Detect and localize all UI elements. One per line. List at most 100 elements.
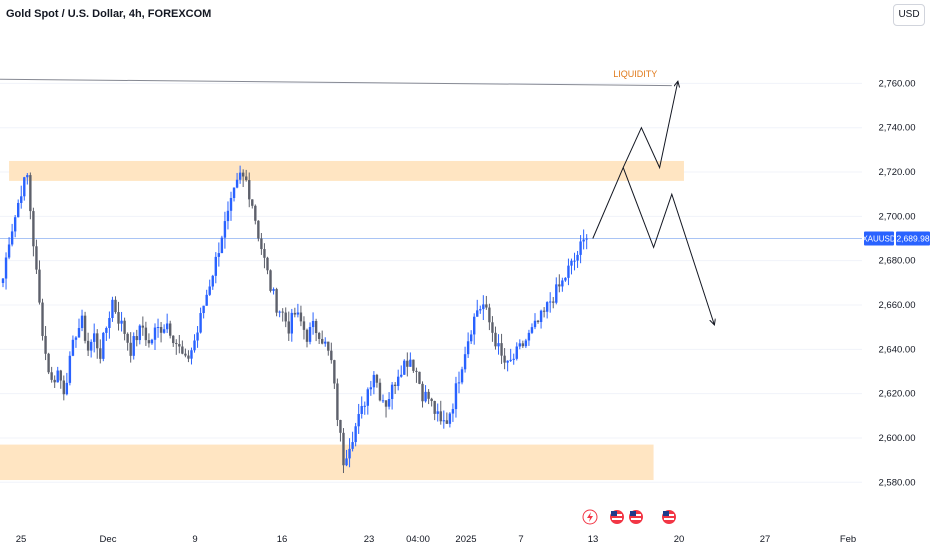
x-tick-label: 04:00 bbox=[406, 534, 430, 545]
candle-body bbox=[1, 278, 5, 283]
candle-body bbox=[485, 304, 488, 308]
candle-body bbox=[327, 341, 330, 351]
candle-body bbox=[539, 310, 543, 323]
candle-body bbox=[503, 355, 506, 363]
y-tick-label: 2,680.00 bbox=[879, 256, 916, 267]
candle-body bbox=[488, 307, 491, 323]
candle-body bbox=[138, 325, 141, 341]
candle-body bbox=[141, 325, 145, 328]
candle-body bbox=[296, 312, 300, 315]
last-price-text: 2,689.98 bbox=[896, 234, 929, 244]
candle-body bbox=[153, 327, 157, 340]
candle-body bbox=[345, 458, 348, 466]
candle-body bbox=[89, 341, 93, 351]
candle-body bbox=[229, 198, 233, 211]
candle-body bbox=[393, 384, 397, 386]
candle-body bbox=[412, 359, 415, 371]
candle-body bbox=[44, 335, 47, 354]
candle-body bbox=[299, 312, 303, 322]
candle-body bbox=[86, 340, 90, 351]
candle-body bbox=[533, 320, 537, 328]
candle-body bbox=[469, 334, 473, 342]
candle-body bbox=[433, 401, 436, 414]
candle-body bbox=[576, 254, 579, 261]
candle-body bbox=[105, 327, 108, 333]
candle-body bbox=[479, 309, 482, 311]
x-tick-label: 13 bbox=[588, 534, 599, 545]
candle-body bbox=[220, 237, 224, 254]
candle-body bbox=[457, 382, 461, 384]
candle-body bbox=[4, 257, 8, 279]
candle-body bbox=[178, 344, 181, 347]
candle-body bbox=[275, 289, 278, 313]
candle-body bbox=[476, 310, 479, 317]
y-tick-label: 2,740.00 bbox=[879, 123, 916, 134]
candle-body bbox=[214, 256, 217, 276]
candle-body bbox=[68, 355, 72, 383]
candle-body bbox=[217, 253, 221, 257]
candle-body bbox=[56, 370, 59, 383]
candle-body bbox=[281, 311, 284, 313]
candle-body bbox=[129, 342, 132, 356]
candle-body bbox=[366, 389, 369, 406]
candle-body bbox=[582, 239, 585, 242]
candle-body bbox=[415, 370, 418, 372]
candle-body bbox=[549, 301, 552, 303]
candle-body bbox=[120, 320, 123, 324]
candle-body bbox=[35, 246, 38, 270]
candle-body bbox=[354, 426, 357, 443]
candle-body bbox=[542, 310, 546, 312]
candle-body bbox=[308, 327, 312, 342]
candle-body bbox=[293, 312, 297, 315]
candle-body bbox=[515, 346, 518, 359]
candle-body bbox=[10, 231, 14, 245]
candle-body bbox=[442, 420, 445, 422]
liquidity-trendline bbox=[0, 78, 672, 87]
candle-body bbox=[521, 343, 525, 347]
candle-body bbox=[99, 348, 102, 359]
candle-body bbox=[172, 335, 175, 344]
candle-body bbox=[454, 383, 458, 410]
candle-body bbox=[80, 315, 84, 329]
candle-body bbox=[445, 420, 449, 424]
flag-stripe bbox=[612, 518, 622, 520]
candle-body bbox=[406, 360, 409, 367]
candle-body bbox=[208, 286, 211, 295]
candle-body bbox=[564, 277, 567, 281]
flag-stripe bbox=[631, 518, 641, 520]
y-tick-label: 2,580.00 bbox=[879, 477, 916, 488]
candle-body bbox=[196, 332, 199, 341]
y-tick-label: 2,640.00 bbox=[879, 344, 916, 355]
candle-body bbox=[387, 399, 391, 407]
candle-body bbox=[579, 241, 582, 255]
currency-button[interactable]: USD bbox=[893, 4, 925, 26]
x-tick-label: 23 bbox=[364, 534, 375, 545]
candle-body bbox=[409, 359, 412, 367]
x-tick-label: 16 bbox=[277, 534, 288, 545]
candle-body bbox=[159, 327, 163, 333]
candle-body bbox=[400, 374, 403, 377]
candle-body bbox=[235, 179, 239, 188]
candle-body bbox=[102, 332, 105, 359]
last-price-badge bbox=[896, 231, 930, 246]
candle-body bbox=[175, 343, 178, 345]
candle-body bbox=[71, 339, 75, 356]
candle-body bbox=[418, 371, 421, 384]
candle-body bbox=[518, 343, 521, 347]
candle-body bbox=[77, 328, 81, 338]
candle-body bbox=[150, 339, 154, 344]
candles bbox=[1, 165, 588, 474]
candle-body bbox=[317, 333, 321, 339]
candle-body bbox=[497, 343, 500, 347]
candle-body bbox=[132, 336, 135, 356]
candle-body bbox=[360, 406, 363, 414]
symbol-badge-text: XAUUSD bbox=[862, 235, 896, 244]
candle-body bbox=[321, 338, 324, 344]
liquidity-label: LIQUIDITY bbox=[613, 69, 657, 79]
candle-body bbox=[506, 360, 509, 363]
candle-body bbox=[290, 312, 293, 334]
candle-body bbox=[494, 332, 497, 347]
candle-body bbox=[232, 187, 236, 199]
candle-body bbox=[384, 400, 388, 407]
